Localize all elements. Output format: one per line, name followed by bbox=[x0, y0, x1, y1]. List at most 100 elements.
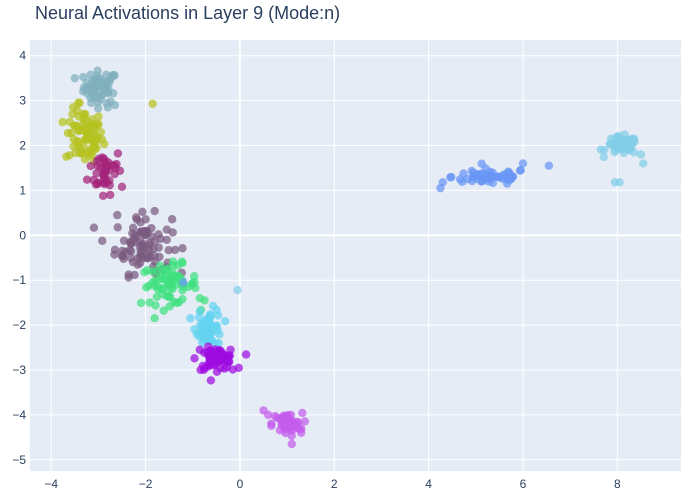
scatter-point bbox=[109, 70, 118, 80]
chart-title: Neural Activations in Layer 9 (Mode:n) bbox=[35, 3, 341, 23]
scatter-point bbox=[150, 313, 159, 323]
scatter-point bbox=[214, 338, 223, 348]
scatter-point bbox=[93, 104, 103, 113]
scatter-point bbox=[118, 246, 127, 256]
y-tick-label: −4 bbox=[12, 408, 26, 422]
scatter-point bbox=[93, 66, 102, 75]
scatter-point bbox=[159, 306, 168, 315]
scatter-point bbox=[126, 239, 136, 249]
scatter-point bbox=[297, 428, 306, 438]
scatter-point bbox=[206, 376, 216, 385]
scatter-point bbox=[213, 311, 223, 320]
scatter-point bbox=[128, 223, 138, 232]
scatter-point bbox=[172, 298, 181, 308]
y-tick-label: 1 bbox=[19, 183, 26, 197]
tick-labels: −4 −2 0 2 4 6 8 −5 −4 −3 −2 −1 0 1 2 3 4 bbox=[12, 49, 621, 491]
scatter-point bbox=[467, 166, 477, 176]
scatter-point bbox=[83, 125, 92, 134]
scatter-point bbox=[110, 100, 120, 110]
scatter-point bbox=[68, 109, 77, 119]
scatter-point bbox=[446, 173, 455, 182]
scatter-point bbox=[79, 72, 88, 82]
scatter-point bbox=[195, 345, 205, 354]
scatter-point bbox=[615, 178, 624, 187]
scatter-point bbox=[68, 103, 78, 112]
scatter-point bbox=[154, 230, 163, 239]
scatter-point bbox=[91, 180, 101, 189]
scatter-point bbox=[96, 95, 105, 104]
scatter-point bbox=[90, 75, 99, 84]
scatter-point bbox=[148, 278, 157, 287]
scatter-point bbox=[178, 244, 187, 253]
scatter-point bbox=[148, 99, 157, 108]
scatter-point bbox=[201, 363, 210, 373]
data-points bbox=[58, 66, 648, 449]
scatter-point bbox=[89, 223, 99, 232]
scatter-point bbox=[220, 317, 230, 326]
scatter-point bbox=[210, 345, 220, 354]
scatter-point bbox=[140, 226, 149, 236]
scatter-point bbox=[115, 166, 125, 175]
scatter-point bbox=[615, 143, 625, 153]
scatter-point bbox=[267, 421, 276, 430]
scatter-point bbox=[287, 439, 297, 449]
scatter-point bbox=[98, 236, 107, 246]
y-tick-label: −2 bbox=[12, 318, 26, 332]
scatter-point bbox=[228, 365, 238, 374]
scatter-point bbox=[162, 235, 171, 245]
scatter-point bbox=[504, 167, 513, 176]
scatter-point bbox=[190, 278, 199, 287]
scatter-point bbox=[80, 155, 90, 164]
scatter-point bbox=[96, 127, 106, 137]
scatter-point bbox=[103, 103, 113, 112]
scatter-point bbox=[178, 286, 187, 295]
scatter-point bbox=[495, 173, 505, 182]
y-tick-label: −3 bbox=[12, 363, 26, 377]
x-tick-label: 8 bbox=[614, 477, 621, 491]
scatter-point bbox=[150, 206, 159, 216]
scatter-point bbox=[195, 307, 205, 316]
scatter-point bbox=[298, 408, 307, 418]
scatter-point bbox=[98, 191, 108, 200]
scatter-point bbox=[636, 150, 646, 159]
scatter-point bbox=[110, 245, 120, 255]
scatter-point bbox=[212, 367, 222, 377]
y-tick-label: −1 bbox=[12, 273, 26, 287]
y-tick-label: 2 bbox=[19, 139, 26, 153]
scatter-point bbox=[153, 284, 162, 294]
scatter-point bbox=[516, 165, 525, 175]
scatter-point bbox=[518, 159, 528, 168]
scatter-point bbox=[94, 112, 103, 121]
x-tick-label: 4 bbox=[425, 477, 432, 491]
scatter-point bbox=[86, 161, 95, 171]
y-tick-label: 3 bbox=[19, 94, 26, 108]
scatter-point bbox=[190, 354, 199, 363]
scatter-point bbox=[102, 80, 111, 89]
scatter-point bbox=[200, 321, 209, 331]
scatter-point bbox=[159, 266, 168, 275]
scatter-point bbox=[142, 283, 151, 292]
scatter-point bbox=[143, 254, 152, 263]
scatter-point bbox=[220, 364, 229, 373]
scatter-point bbox=[74, 126, 83, 136]
scatter-point bbox=[208, 301, 218, 311]
scatter-point bbox=[164, 280, 174, 289]
scatter-point bbox=[67, 128, 76, 138]
x-tick-label: 2 bbox=[331, 477, 338, 491]
scatter-point bbox=[625, 146, 634, 155]
scatter-point bbox=[624, 135, 633, 144]
scatter-point bbox=[226, 345, 235, 354]
scatter-point bbox=[113, 149, 123, 158]
scatter-point bbox=[133, 260, 142, 269]
x-tick-label: −2 bbox=[139, 477, 153, 491]
scatter-point bbox=[72, 137, 81, 146]
scatter-point bbox=[101, 160, 111, 170]
scatter-point bbox=[117, 182, 127, 192]
scatter-point bbox=[179, 278, 188, 287]
scatter-point bbox=[75, 98, 84, 108]
scatter-point bbox=[241, 350, 251, 359]
scatter-point bbox=[544, 161, 554, 170]
scatter-point bbox=[162, 225, 171, 234]
scatter-point bbox=[136, 298, 146, 308]
